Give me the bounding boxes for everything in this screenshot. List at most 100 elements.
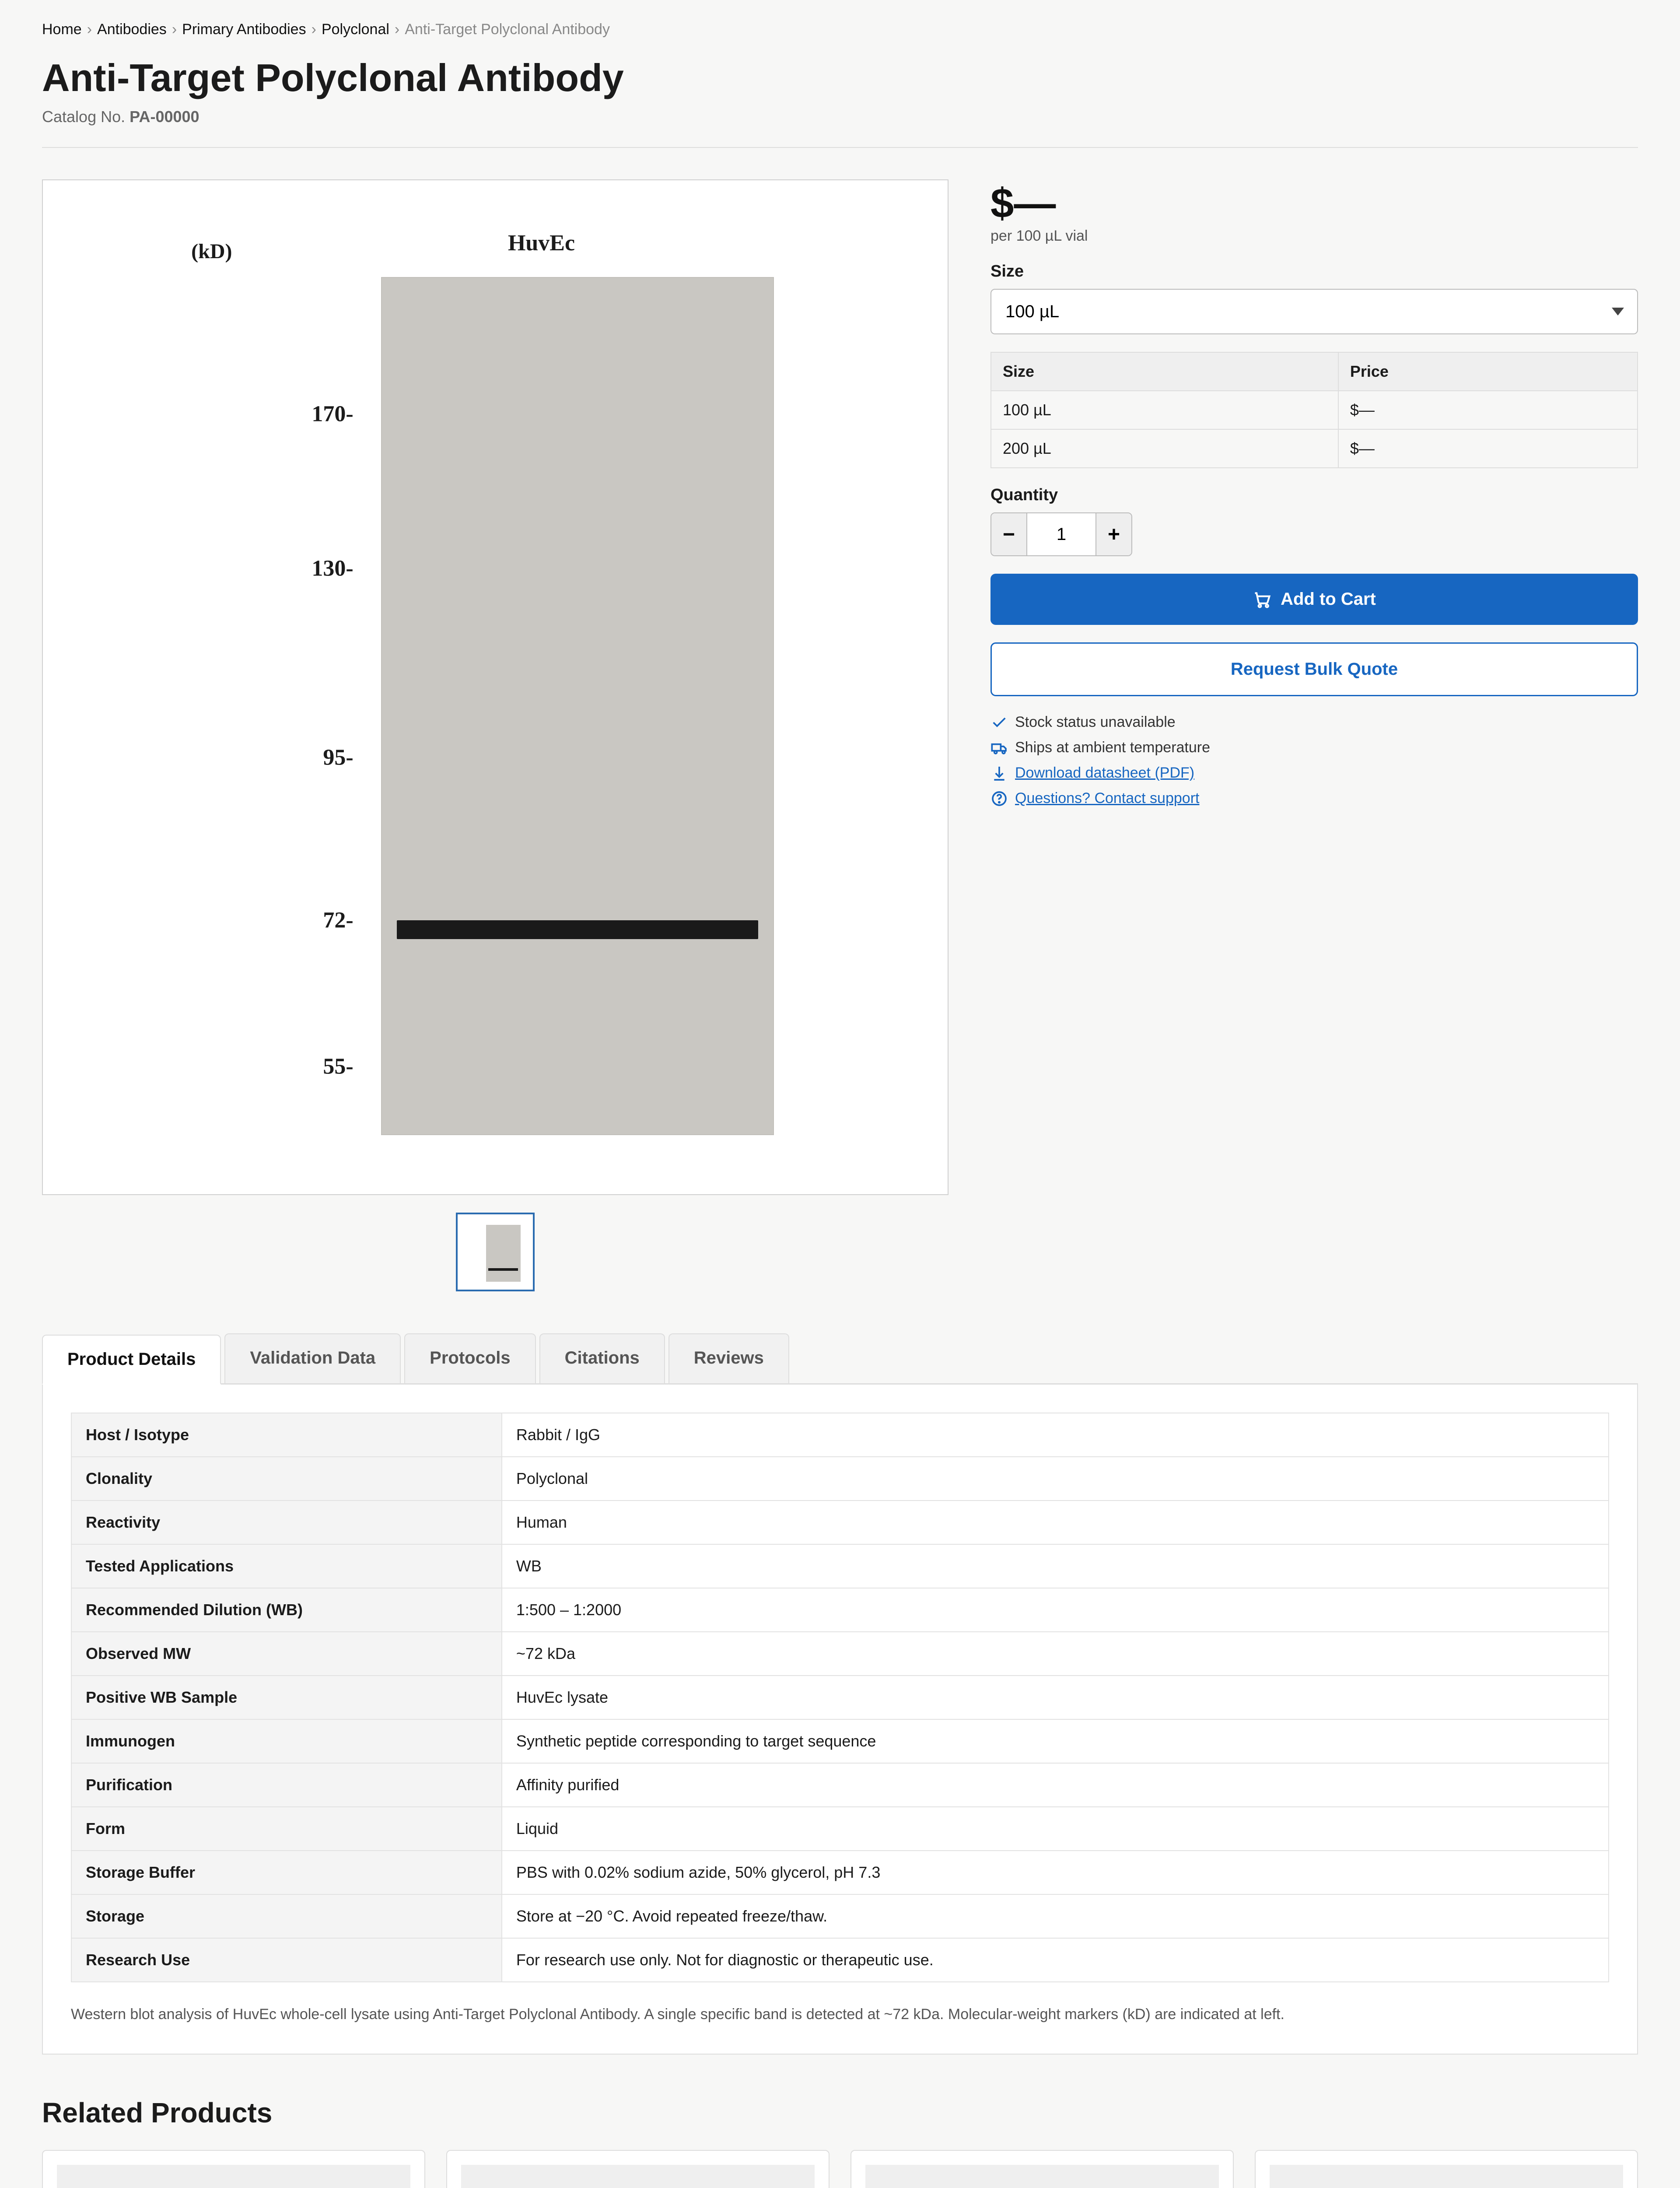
related-card[interactable]: Anti-Target (N-term) AntibodyPA-00001$—: [42, 2150, 425, 2188]
page-title: Anti-Target Polyclonal Antibody: [42, 56, 1638, 100]
wb-marker: 130-: [312, 556, 353, 582]
sku-label: Catalog No.: [42, 108, 125, 126]
spec-value: For research use only. Not for diagnosti…: [502, 1938, 1609, 1982]
purchase-panel: $— per 100 µL vial Size 100 µL200 µL Siz…: [990, 179, 1638, 1291]
tab[interactable]: Reviews: [668, 1333, 789, 1383]
size-label: Size: [990, 262, 1638, 281]
related-card[interactable]: Anti-Target (C-term) AntibodyPA-00002$—: [446, 2150, 830, 2188]
spec-row: Research UseFor research use only. Not f…: [71, 1938, 1609, 1982]
breadcrumb-link[interactable]: Polyclonal: [322, 21, 389, 38]
tab[interactable]: Protocols: [404, 1333, 536, 1383]
spec-row: Observed MW~72 kDa: [71, 1632, 1609, 1676]
price-table-row: 200 µL$—: [991, 429, 1638, 468]
size-select[interactable]: 100 µL200 µL: [990, 289, 1638, 334]
product-gallery: (kD) HuvEc 170-130-95-72-55-: [42, 179, 948, 1291]
related-card[interactable]: Target Monoclonal AntibodyMA-00003$—: [850, 2150, 1234, 2188]
spec-value: 1:500 – 1:2000: [502, 1588, 1609, 1632]
price-table-cell-size: 200 µL: [991, 429, 1338, 468]
contact-link[interactable]: Questions? Contact support: [1015, 790, 1199, 807]
spec-value: Synthetic peptide corresponding to targe…: [502, 1719, 1609, 1763]
related-card-image: [865, 2165, 1219, 2188]
wb-lane-label: HuvEc: [508, 230, 575, 256]
page-header: Home › Antibodies › Primary Antibodies › Polyc…: [0, 0, 1680, 179]
chevron-right-icon: ›: [395, 21, 399, 38]
chevron-right-icon: ›: [172, 21, 177, 38]
spec-key: Clonality: [71, 1457, 502, 1501]
spec-row: StorageStore at −20 °C. Avoid repeated f…: [71, 1894, 1609, 1938]
related-card[interactable]: GAPDH Loading ControlPA-00099$—: [1255, 2150, 1638, 2188]
spec-row: PurificationAffinity purified: [71, 1763, 1609, 1807]
sku-value: PA-00000: [130, 108, 199, 126]
qty-label: Quantity: [990, 486, 1638, 505]
qty-input[interactable]: [1026, 513, 1096, 555]
hero-image[interactable]: (kD) HuvEc 170-130-95-72-55-: [42, 179, 948, 1195]
spec-key: Recommended Dilution (WB): [71, 1588, 502, 1632]
spec-row: FormLiquid: [71, 1807, 1609, 1851]
spec-value: Affinity purified: [502, 1763, 1609, 1807]
spec-value: PBS with 0.02% sodium azide, 50% glycero…: [502, 1851, 1609, 1894]
thumb-band: [488, 1268, 518, 1271]
add-to-cart-label: Add to Cart: [1281, 589, 1376, 609]
wb-band: [397, 920, 758, 939]
spec-key: Observed MW: [71, 1632, 502, 1676]
price-table-cell-price: $—: [1338, 391, 1638, 429]
spec-value: ~72 kDa: [502, 1632, 1609, 1676]
request-quote-button[interactable]: Request Bulk Quote: [990, 642, 1638, 696]
help-icon: [990, 790, 1008, 807]
tab[interactable]: Validation Data: [224, 1333, 401, 1383]
breadcrumb-link[interactable]: Home: [42, 21, 82, 38]
cart-icon: [1253, 590, 1272, 609]
spec-value: Polyclonal: [502, 1457, 1609, 1501]
spec-value: WB: [502, 1544, 1609, 1588]
price-table-row: 100 µL$—: [991, 391, 1638, 429]
wb-ladder: 170-130-95-72-55-: [178, 277, 368, 1135]
figure-caption: Western blot analysis of HuvEc whole-cel…: [71, 2003, 1609, 2026]
related-card-image: [461, 2165, 815, 2188]
purchase-meta: Stock status unavailable Ships at ambien…: [990, 714, 1638, 807]
spec-value: Liquid: [502, 1807, 1609, 1851]
price-table: Size Price 100 µL$—200 µL$—: [990, 352, 1638, 468]
tab-bar: Product DetailsValidation DataProtocolsC…: [42, 1333, 1638, 1385]
add-to-cart-button[interactable]: Add to Cart: [990, 574, 1638, 625]
tab-panel-details: Host / IsotypeRabbit / IgGClonalityPolyc…: [42, 1385, 1638, 2055]
wb-lane: [381, 277, 774, 1135]
download-icon: [990, 764, 1008, 782]
related-heading: Related Products: [42, 2097, 1638, 2129]
spec-row: ClonalityPolyclonal: [71, 1457, 1609, 1501]
ship-text: Ships at ambient temperature: [1015, 739, 1210, 756]
wb-unit-label: (kD): [191, 239, 232, 263]
breadcrumb-link[interactable]: Primary Antibodies: [182, 21, 306, 38]
spec-key: Host / Isotype: [71, 1413, 502, 1457]
price: $—: [990, 179, 1638, 228]
price-table-cell-price: $—: [1338, 429, 1638, 468]
request-quote-label: Request Bulk Quote: [1231, 659, 1398, 679]
spec-row: ImmunogenSynthetic peptide corresponding…: [71, 1719, 1609, 1763]
qty-decrement-button[interactable]: −: [991, 513, 1026, 555]
qty-increment-button[interactable]: +: [1096, 513, 1131, 555]
stock-icon: [990, 714, 1008, 731]
qty-stepper: − +: [990, 512, 1132, 556]
spec-key: Research Use: [71, 1938, 502, 1982]
spec-row: Storage BufferPBS with 0.02% sodium azid…: [71, 1851, 1609, 1894]
spec-key: Tested Applications: [71, 1544, 502, 1588]
spec-value: HuvEc lysate: [502, 1676, 1609, 1719]
spec-key: Reactivity: [71, 1501, 502, 1544]
chevron-right-icon: ›: [87, 21, 92, 38]
thumbnail[interactable]: [456, 1213, 535, 1291]
price-table-col-size: Size: [991, 352, 1338, 391]
breadcrumb-link[interactable]: Antibodies: [97, 21, 167, 38]
related-card-image: [1270, 2165, 1623, 2188]
price-table-col-price: Price: [1338, 352, 1638, 391]
tab[interactable]: Product Details: [42, 1335, 221, 1385]
related-row: Anti-Target (N-term) AntibodyPA-00001$— A…: [42, 2150, 1638, 2188]
wb-marker: 55-: [323, 1053, 353, 1079]
datasheet-link[interactable]: Download datasheet (PDF): [1015, 764, 1194, 782]
chevron-right-icon: ›: [312, 21, 316, 38]
related-card-image: [57, 2165, 410, 2188]
breadcrumb: Home › Antibodies › Primary Antibodies › Polyc…: [42, 21, 1638, 38]
spec-key: Form: [71, 1807, 502, 1851]
truck-icon: [990, 739, 1008, 757]
size-select-wrap: 100 µL200 µL: [990, 289, 1638, 334]
tab[interactable]: Citations: [539, 1333, 665, 1383]
wb-marker: 95-: [323, 744, 353, 770]
